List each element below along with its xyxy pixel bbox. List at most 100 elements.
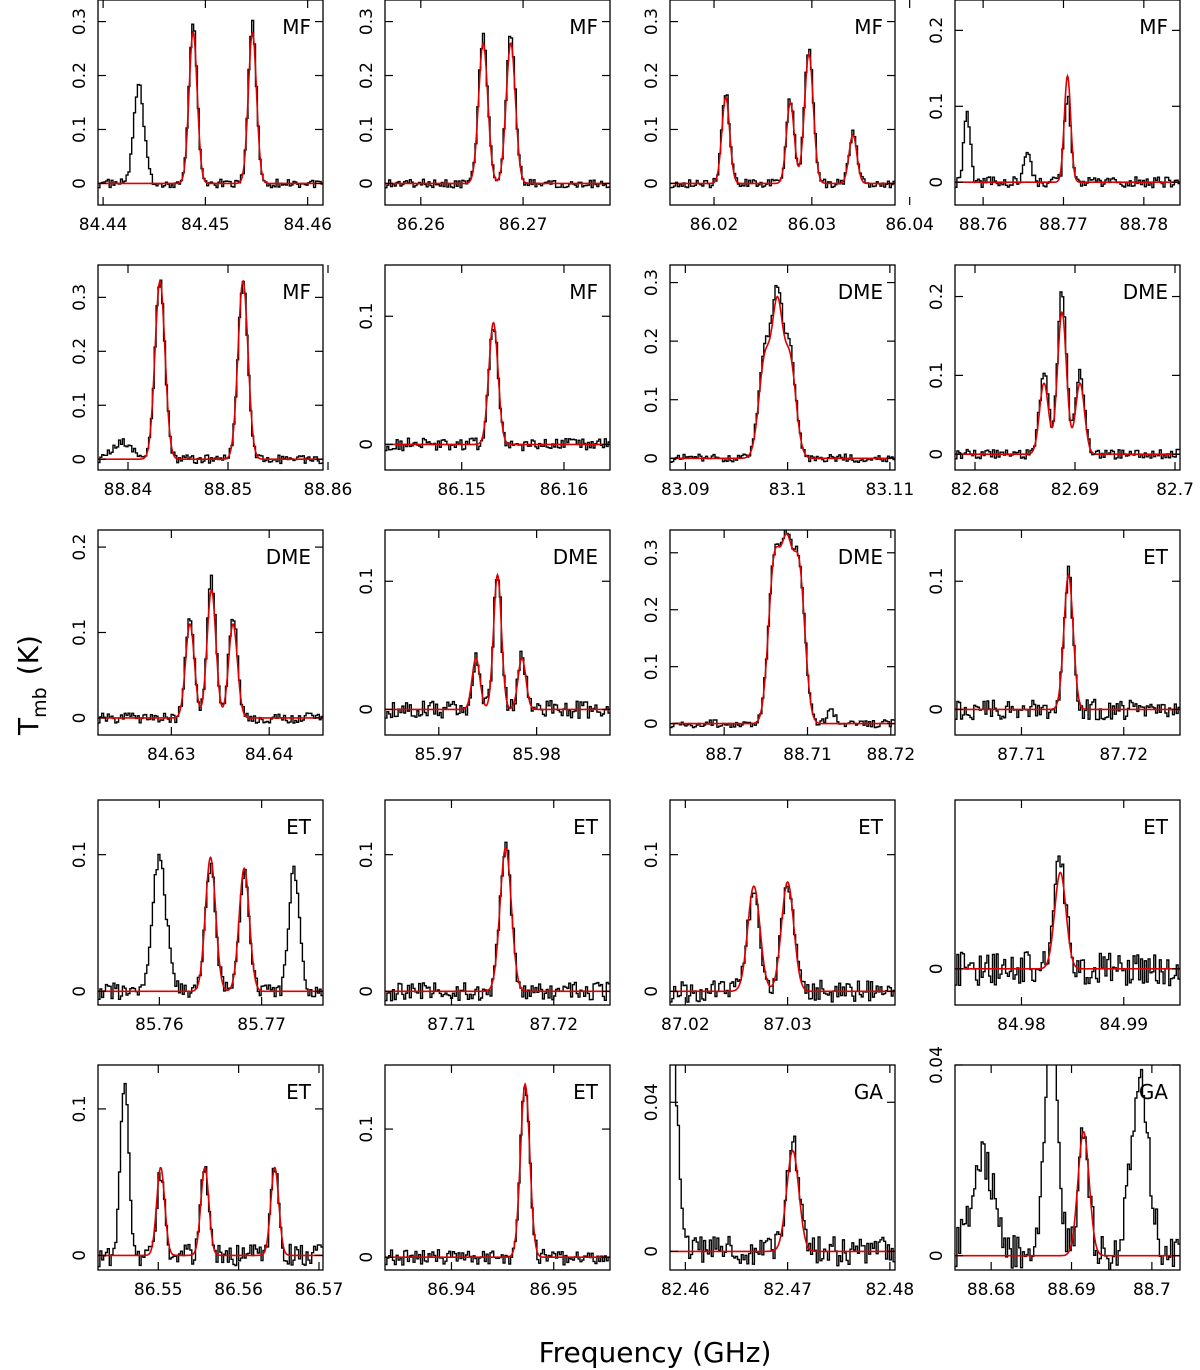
x-tick-label: 87.72 bbox=[529, 1015, 578, 1035]
panel-p3: 86.02 86.03 86.04 0 0.1 0.2 0.3 MF bbox=[642, 0, 934, 235]
y-axis-title-sub: mb bbox=[29, 687, 51, 718]
observed-spectrum bbox=[98, 19, 323, 189]
y-tick-label: 0 bbox=[927, 963, 947, 974]
x-tick-label: 85.97 bbox=[414, 745, 463, 765]
panel-p13: 85.76 85.77 0 0.1 ET bbox=[70, 799, 324, 1035]
y-tick-label: 0.2 bbox=[357, 62, 377, 89]
model-fit-curve bbox=[98, 279, 323, 460]
y-tick-label: 0.2 bbox=[642, 596, 662, 623]
molecule-label: MF bbox=[569, 15, 598, 39]
y-tick-label: 0.1 bbox=[642, 116, 662, 143]
panel-p9: 84.63 84.64 0 0.1 0.2 DME bbox=[70, 529, 324, 765]
panel-p17: 86.55 86.56 86.57 0 0.1 ET bbox=[70, 1064, 343, 1300]
y-tick-label: 0 bbox=[357, 986, 377, 997]
y-tick-label: 0.3 bbox=[357, 8, 377, 35]
x-tick-label: 82.46 bbox=[661, 1280, 710, 1300]
observed-spectrum bbox=[670, 530, 895, 729]
x-tick-label: 83.09 bbox=[661, 480, 710, 500]
y-tick-label: 0.2 bbox=[70, 62, 90, 89]
model-fit-curve bbox=[955, 573, 1180, 711]
panel-p6: 86.15 86.16 0 0.1 MF bbox=[357, 264, 611, 500]
x-tick-label: 84.99 bbox=[1099, 1015, 1148, 1035]
observed-spectrum bbox=[385, 32, 610, 189]
model-fit-curve bbox=[385, 321, 610, 446]
molecule-label: DME bbox=[838, 280, 883, 304]
panel-p5: 88.84 88.85 88.86 0 0.1 0.2 0.3 MF bbox=[70, 264, 353, 500]
y-tick-label: 0 bbox=[642, 1246, 662, 1257]
panels-grid: 84.44 84.45 84.46 0 0.1 0.2 0.3 MF 86.26 86.27 0 0.… bbox=[70, 0, 1194, 1300]
molecule-label: ET bbox=[573, 815, 599, 839]
y-tick-label: 0 bbox=[642, 718, 662, 729]
model-fit-curve bbox=[670, 1149, 895, 1253]
y-tick-label: 0.2 bbox=[642, 328, 662, 355]
panel-frame bbox=[669, 529, 896, 736]
panel-frame bbox=[669, 1064, 896, 1271]
model-fit-curve bbox=[385, 1082, 610, 1258]
panel-frame bbox=[97, 264, 324, 471]
x-tick-label: 86.02 bbox=[690, 215, 739, 235]
panel-frame bbox=[954, 1064, 1181, 1271]
x-tick-label: 85.98 bbox=[512, 745, 561, 765]
panel-frame bbox=[954, 799, 1181, 1006]
panel-frame bbox=[384, 799, 611, 1006]
y-tick-label: 0.1 bbox=[357, 303, 377, 330]
x-tick-label: 84.45 bbox=[181, 215, 230, 235]
x-tick-label: 86.95 bbox=[529, 1280, 578, 1300]
x-tick-label: 86.16 bbox=[540, 480, 589, 500]
panel-frame bbox=[384, 1064, 611, 1271]
observed-spectrum bbox=[670, 885, 895, 1003]
observed-spectrum bbox=[674, 1065, 895, 1267]
x-tick-label: 82.48 bbox=[866, 1280, 915, 1300]
x-tick-label: 88.71 bbox=[783, 745, 832, 765]
y-tick-label: 0.1 bbox=[927, 362, 947, 389]
panel-p18: 86.94 86.95 0 0.1 ET bbox=[357, 1064, 611, 1300]
molecule-label: ET bbox=[858, 815, 884, 839]
observed-spectrum bbox=[98, 279, 323, 465]
observed-spectrum bbox=[385, 1087, 610, 1266]
model-fit-curve bbox=[98, 30, 323, 185]
y-tick-label: 0.1 bbox=[927, 93, 947, 120]
model-fit-curve bbox=[955, 1131, 1180, 1257]
panel-p11: 88.7 88.71 88.72 0 0.1 0.2 0.3 DME bbox=[642, 529, 915, 765]
y-axis-title: Tmb (K) bbox=[12, 635, 51, 736]
y-tick-label: 0.04 bbox=[642, 1083, 662, 1121]
x-tick-label: 86.15 bbox=[437, 480, 486, 500]
panel-p8: 82.68 82.69 82.7 0 0.1 0.2 DME bbox=[927, 264, 1194, 500]
y-tick-label: 0.1 bbox=[70, 116, 90, 143]
molecule-label: MF bbox=[854, 15, 883, 39]
panel-frame bbox=[669, 0, 896, 206]
y-tick-label: 0 bbox=[357, 704, 377, 715]
x-tick-label: 88.86 bbox=[304, 480, 353, 500]
x-tick-label: 88.72 bbox=[866, 745, 915, 765]
panel-p19: 82.46 82.47 82.48 0 0.04 GA bbox=[642, 1064, 915, 1300]
panel-p20: 88.68 88.69 88.7 0 0.04 GA bbox=[927, 1046, 1181, 1300]
panel-p15: 87.02 87.03 0 0.1 ET bbox=[642, 799, 896, 1035]
molecule-label: MF bbox=[1139, 15, 1168, 39]
x-tick-label: 88.76 bbox=[959, 215, 1008, 235]
y-tick-label: 0.1 bbox=[70, 392, 90, 419]
panel-p14: 87.71 87.72 0 0.1 ET bbox=[357, 799, 611, 1035]
panel-frame bbox=[384, 264, 611, 471]
y-tick-label: 0.3 bbox=[70, 284, 90, 311]
model-fit-curve bbox=[955, 310, 1180, 455]
y-tick-label: 0 bbox=[357, 1252, 377, 1263]
molecule-label: ET bbox=[573, 1080, 599, 1104]
panel-p4: 88.76 88.77 88.78 0 0.1 0.2 MF bbox=[927, 0, 1181, 235]
x-tick-label: 88.77 bbox=[1039, 215, 1088, 235]
x-axis-title: Frequency (GHz) bbox=[539, 1336, 772, 1369]
x-tick-label: 86.56 bbox=[214, 1280, 263, 1300]
y-tick-label: 0.1 bbox=[642, 841, 662, 868]
panel-p1: 84.44 84.45 84.46 0 0.1 0.2 0.3 MF bbox=[70, 0, 332, 235]
x-tick-label: 86.94 bbox=[427, 1280, 476, 1300]
svg-text:Tmb(K): Tmb (K) bbox=[12, 635, 51, 736]
y-tick-label: 0.3 bbox=[642, 539, 662, 566]
model-fit-curve bbox=[385, 42, 610, 185]
model-fit-curve bbox=[385, 572, 610, 711]
molecule-label: ET bbox=[286, 815, 312, 839]
x-tick-label: 86.04 bbox=[885, 215, 934, 235]
y-axis-title-unit: (K) bbox=[12, 635, 45, 675]
molecule-label: MF bbox=[282, 280, 311, 304]
x-tick-label: 84.46 bbox=[283, 215, 332, 235]
y-tick-label: 0.1 bbox=[70, 619, 90, 646]
y-tick-label: 0.2 bbox=[927, 283, 947, 310]
